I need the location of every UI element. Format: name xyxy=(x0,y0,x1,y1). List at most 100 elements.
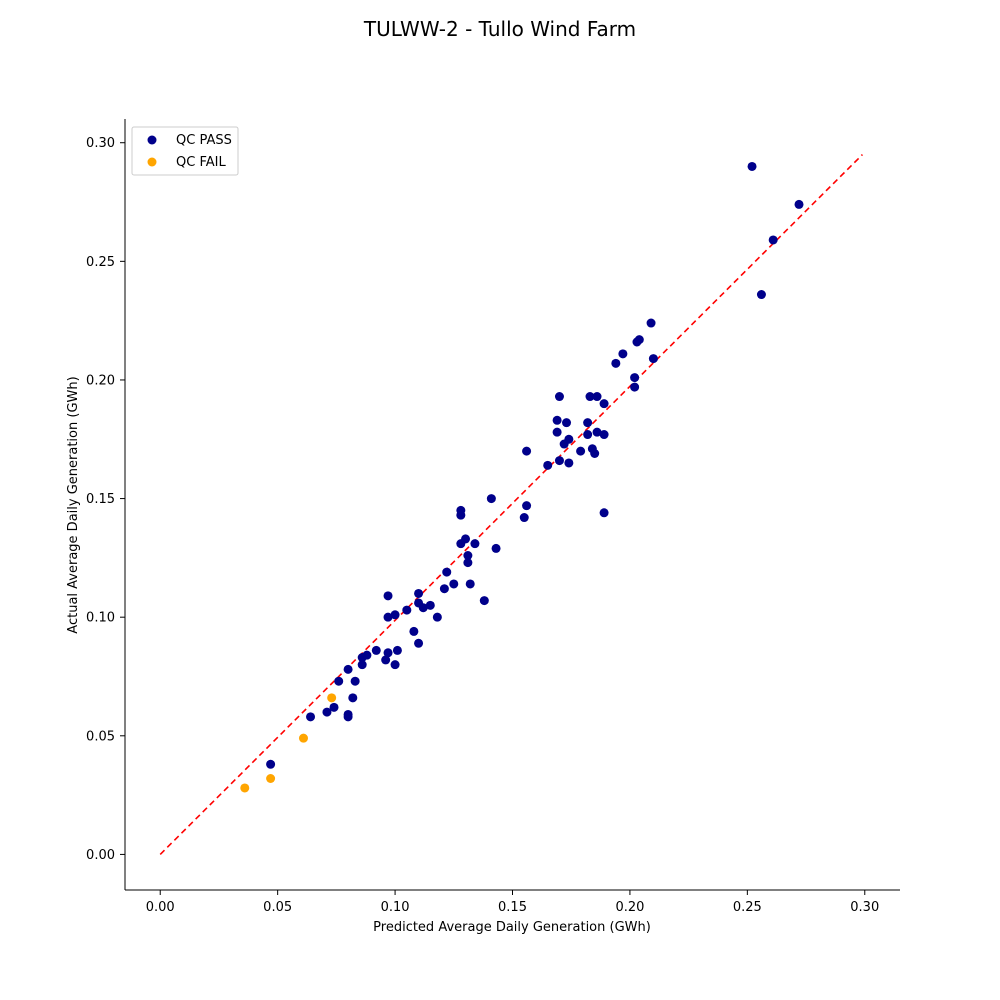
data-point-qc-pass xyxy=(768,235,778,245)
data-point-qc-pass xyxy=(618,349,628,359)
x-axis-label: Predicted Average Daily Generation (GWh) xyxy=(373,920,651,935)
x-tick-label: 0.15 xyxy=(498,900,527,915)
y-tick-label: 0.00 xyxy=(86,848,115,863)
data-point-qc-pass xyxy=(794,199,804,209)
data-point-qc-pass xyxy=(306,712,316,722)
data-point-qc-pass xyxy=(381,655,391,665)
x-tick-label: 0.10 xyxy=(381,900,410,915)
data-point-qc-pass xyxy=(599,430,609,440)
legend-box xyxy=(131,126,239,176)
data-point-qc-pass xyxy=(592,392,602,402)
chart-title: TULWW-2 - Tullo Wind Farm xyxy=(363,17,636,41)
data-point-qc-pass xyxy=(392,645,402,655)
data-point-qc-pass xyxy=(456,510,466,520)
data-point-qc-pass xyxy=(599,508,609,518)
data-point-qc-pass xyxy=(491,543,501,553)
data-point-qc-pass xyxy=(383,612,393,622)
data-point-qc-pass xyxy=(486,494,496,504)
data-point-qc-pass xyxy=(519,513,529,523)
data-point-qc-pass xyxy=(634,335,644,345)
y-tick-label: 0.20 xyxy=(86,373,115,388)
y-axis-label: Actual Average Daily Generation (GWh) xyxy=(66,376,81,633)
data-point-qc-pass xyxy=(322,707,332,717)
data-point-qc-pass xyxy=(343,664,353,674)
data-point-qc-pass xyxy=(390,660,400,670)
data-point-qc-pass xyxy=(442,567,452,577)
legend-marker-qc-fail xyxy=(147,157,157,167)
data-point-qc-pass xyxy=(383,648,393,658)
x-axis-ticks: 0.00 0.05 0.10 0.15 0.20 0.25 0.30 xyxy=(146,890,879,915)
data-point-qc-pass xyxy=(479,596,489,606)
data-point-qc-fail xyxy=(327,693,337,703)
data-point-qc-pass xyxy=(564,458,574,468)
data-point-qc-pass xyxy=(576,446,586,456)
data-point-qc-pass xyxy=(463,551,473,561)
x-tick-label: 0.05 xyxy=(263,900,292,915)
y-axis-ticks: 0.00 0.05 0.10 0.15 0.20 0.25 0.30 xyxy=(86,136,125,863)
data-point-qc-pass xyxy=(648,354,658,364)
data-point-qc-fail xyxy=(266,774,276,784)
y-tick-label: 0.25 xyxy=(86,255,115,270)
data-point-qc-pass xyxy=(409,626,419,636)
data-point-qc-pass xyxy=(543,460,553,470)
data-point-qc-pass xyxy=(611,358,621,368)
data-point-qc-pass xyxy=(357,660,367,670)
x-tick-label: 0.20 xyxy=(615,900,644,915)
data-point-qc-pass xyxy=(418,603,428,613)
data-point-qc-pass xyxy=(266,759,276,769)
data-point-qc-pass xyxy=(562,418,572,428)
data-point-qc-pass xyxy=(522,446,532,456)
y-tick-label: 0.10 xyxy=(86,611,115,626)
legend-label-qc-fail: QC FAIL xyxy=(176,155,226,170)
data-point-qc-fail xyxy=(298,733,308,743)
data-point-qc-pass xyxy=(414,638,424,648)
data-point-qc-pass xyxy=(343,709,353,719)
data-point-qc-pass xyxy=(439,584,449,594)
data-point-qc-pass xyxy=(470,539,480,549)
data-point-qc-pass xyxy=(414,588,424,598)
y-tick-label: 0.15 xyxy=(86,492,115,507)
data-point-qc-pass xyxy=(756,290,766,300)
data-point-qc-pass xyxy=(461,534,471,544)
data-point-qc-pass xyxy=(583,430,593,440)
x-tick-label: 0.30 xyxy=(850,900,879,915)
y-tick-label: 0.30 xyxy=(86,136,115,151)
data-point-qc-pass xyxy=(329,702,339,712)
data-point-qc-pass xyxy=(552,415,562,425)
data-point-qc-pass xyxy=(552,427,562,437)
x-tick-label: 0.25 xyxy=(733,900,762,915)
data-point-qc-pass xyxy=(646,318,656,328)
data-points xyxy=(240,161,804,793)
data-point-qc-pass xyxy=(432,612,442,622)
legend-marker-qc-pass xyxy=(147,135,157,145)
data-point-qc-pass xyxy=(522,501,532,511)
y-tick-label: 0.05 xyxy=(86,729,115,744)
data-point-qc-pass xyxy=(425,600,435,610)
data-point-qc-pass xyxy=(465,579,475,589)
x-tick-label: 0.00 xyxy=(146,900,175,915)
data-point-qc-pass xyxy=(371,645,381,655)
data-point-qc-pass xyxy=(362,650,372,660)
data-point-qc-pass xyxy=(585,392,595,402)
data-point-qc-fail xyxy=(240,783,250,793)
data-point-qc-pass xyxy=(390,610,400,620)
data-point-qc-pass xyxy=(402,605,412,615)
data-point-qc-pass xyxy=(630,373,640,383)
data-point-qc-pass xyxy=(334,676,344,686)
data-point-qc-pass xyxy=(564,434,574,444)
data-point-qc-pass xyxy=(554,392,564,402)
data-point-qc-pass xyxy=(383,591,393,601)
data-point-qc-pass xyxy=(592,427,602,437)
legend: QC PASS QC FAIL xyxy=(131,126,239,176)
data-point-qc-pass xyxy=(583,418,593,428)
data-point-qc-pass xyxy=(630,382,640,392)
data-point-qc-pass xyxy=(348,693,358,703)
data-point-qc-pass xyxy=(590,448,600,458)
data-point-qc-pass xyxy=(554,456,564,466)
legend-label-qc-pass: QC PASS xyxy=(176,133,232,148)
data-point-qc-pass xyxy=(350,676,360,686)
data-point-qc-pass xyxy=(747,161,757,171)
data-point-qc-pass xyxy=(463,558,473,568)
